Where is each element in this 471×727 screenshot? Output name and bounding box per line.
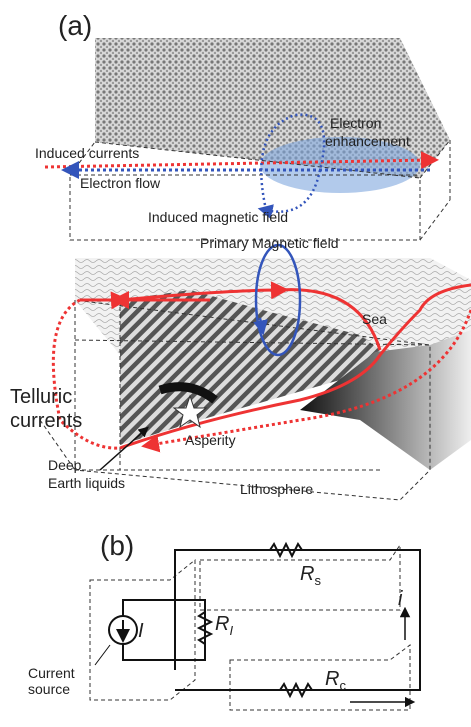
symbol: R [325, 668, 339, 690]
symbol: R [300, 563, 314, 585]
label: i [398, 588, 403, 610]
label: Current [28, 665, 75, 681]
label: Rc [325, 668, 346, 693]
label: enhancement [325, 133, 410, 149]
label: Telluric [10, 386, 72, 408]
subscript: c [339, 678, 346, 693]
diagram: (a) Induced currents Electron flow Elect… [0, 0, 471, 727]
label: Rs [300, 563, 321, 588]
subscript: s [314, 573, 321, 588]
label: Lithosphere [240, 481, 313, 497]
label: Induced magnetic field [148, 209, 288, 225]
panel-label: (b) [100, 530, 134, 561]
label: Primary Magnetic field [200, 235, 339, 251]
label: RI [215, 613, 233, 638]
label: Sea [362, 311, 387, 327]
panel-label: (a) [58, 10, 92, 41]
label: Earth liquids [48, 475, 125, 491]
label: I [138, 620, 144, 642]
label: Induced currents [35, 145, 139, 161]
label: currents [10, 410, 82, 432]
label: Electron flow [80, 175, 161, 191]
symbol: R [215, 613, 229, 635]
earth-block [40, 245, 471, 500]
subscript: I [229, 623, 233, 638]
label: source [28, 681, 70, 697]
label: Electron [330, 115, 381, 131]
label: Asperity [185, 432, 236, 448]
label: Deep [48, 457, 82, 473]
